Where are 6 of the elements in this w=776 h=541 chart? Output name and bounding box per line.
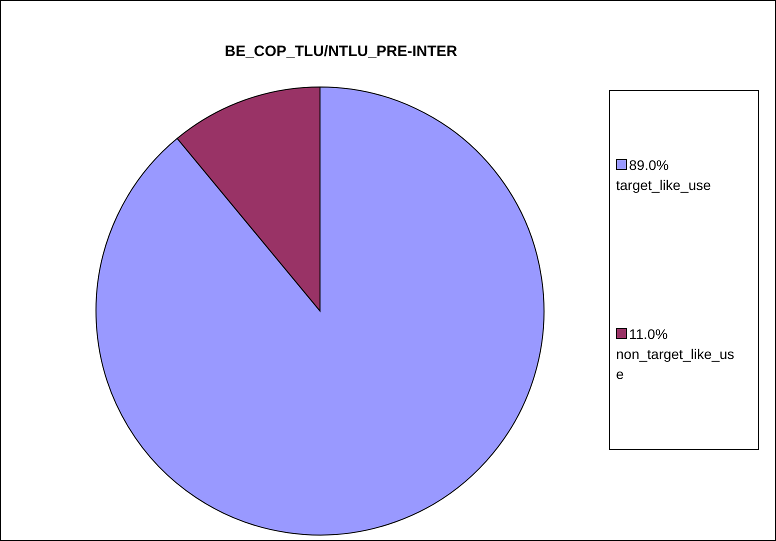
data-label: 89.0% bbox=[629, 157, 669, 173]
data-label: 11.0% bbox=[629, 326, 668, 342]
legend-label: non_target_like_use bbox=[616, 345, 736, 384]
chart-title: BE_COP_TLU/NTLU_PRE-INTER bbox=[224, 43, 458, 60]
pie-slice bbox=[96, 86, 544, 536]
legend-label: target_like_use bbox=[616, 176, 712, 195]
